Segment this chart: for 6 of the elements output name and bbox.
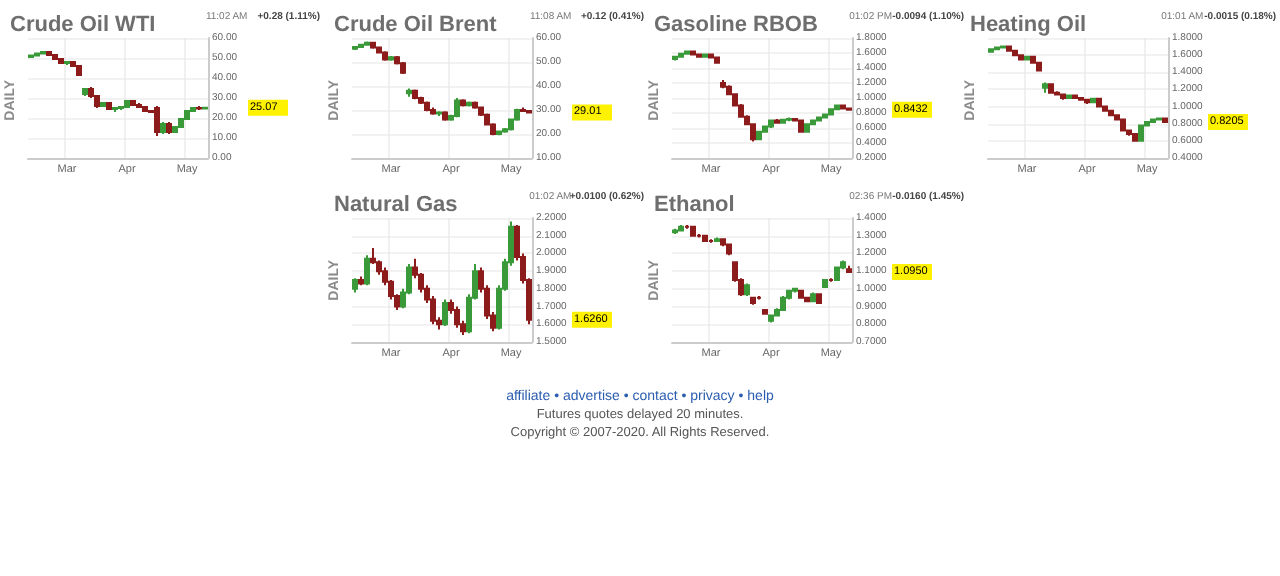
chart-title: Crude Oil Brent xyxy=(334,13,498,37)
chart-title: Heating Oil xyxy=(970,13,1087,37)
chart-title: Natural Gas xyxy=(334,193,458,217)
chart-title: Ethanol xyxy=(654,193,735,217)
chart-title: Crude Oil WTI xyxy=(10,13,156,37)
chart-title: Gasoline RBOB xyxy=(654,13,818,37)
